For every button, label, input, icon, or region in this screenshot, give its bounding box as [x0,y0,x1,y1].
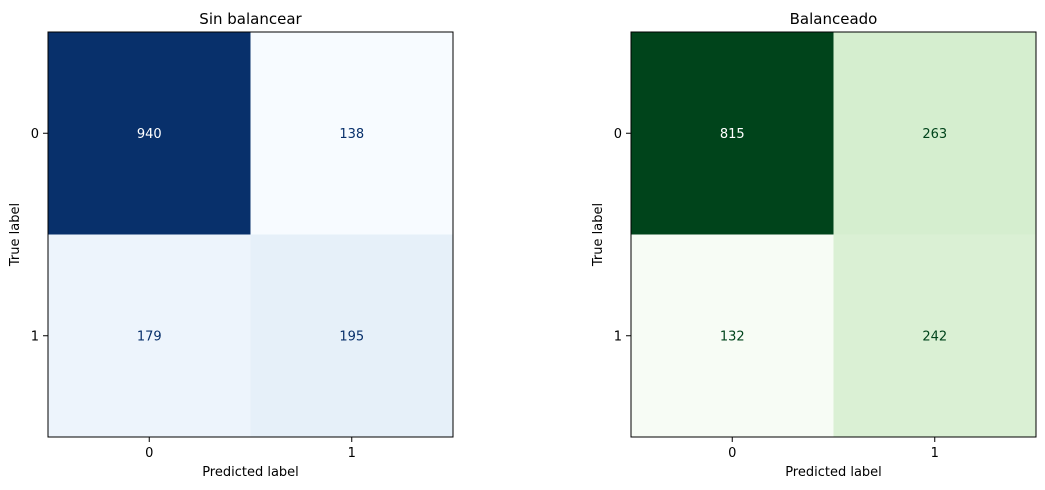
matrix-cell [250,234,453,437]
cell-value-label: 138 [339,127,364,142]
matrix-cell [833,234,1036,437]
matrix-cell [833,32,1036,235]
x-axis-label: Predicted label [202,465,299,480]
plot-frame [630,31,1037,438]
y-tick-label: 0 [31,127,39,142]
cell-value-label: 132 [720,329,745,344]
chart-title: Sin balancear [199,10,302,28]
y-axis-label: True label [8,203,23,267]
matrix-cell [631,32,834,235]
cell-value-label: 179 [137,329,162,344]
y-tick-label: 0 [614,127,622,142]
y-tick-label: 1 [614,329,622,344]
x-tick-label: 0 [728,446,736,461]
matrix-cell [250,32,453,235]
cell-value-label: 242 [922,329,947,344]
cell-value-label: 263 [922,127,947,142]
cell-value-label: 940 [137,127,162,142]
y-tick-label: 1 [31,329,39,344]
matrix-cell [48,32,251,235]
x-tick-label: 0 [145,446,153,461]
cell-value-label: 195 [339,329,364,344]
x-tick-label: 1 [348,446,356,461]
matrix-cell [631,234,834,437]
x-axis-label: Predicted label [785,465,882,480]
chart-title: Balanceado [790,10,878,28]
cell-value-label: 815 [720,127,745,142]
y-axis-label: True label [591,203,606,267]
matrix-cell [48,234,251,437]
x-tick-label: 1 [931,446,939,461]
plot-frame [47,31,454,438]
